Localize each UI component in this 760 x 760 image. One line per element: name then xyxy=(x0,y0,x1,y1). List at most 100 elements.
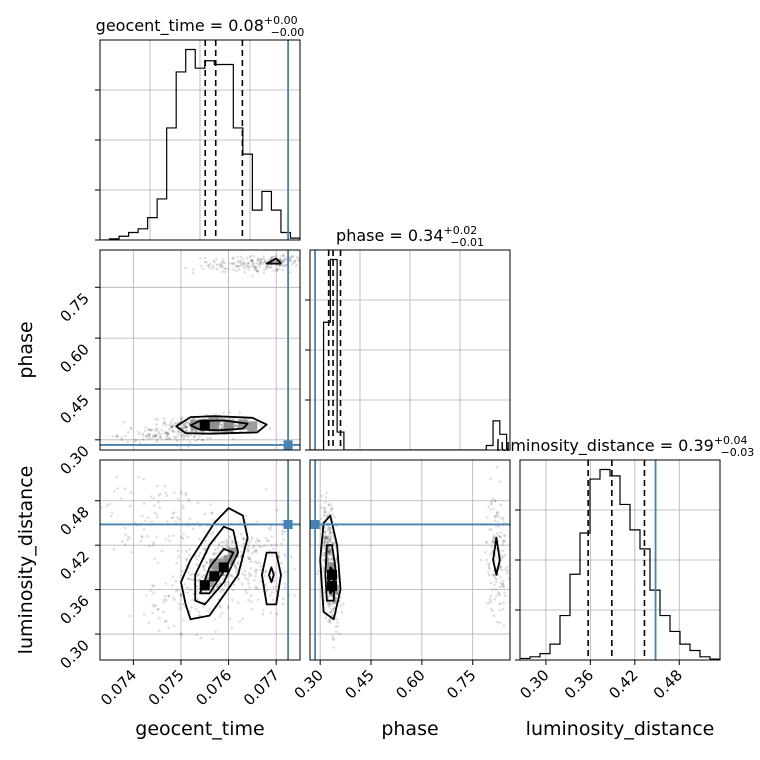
sample-point xyxy=(254,540,258,544)
sample-point xyxy=(203,574,206,577)
sample-point xyxy=(270,543,273,547)
sample-point xyxy=(171,426,174,429)
sample-point xyxy=(241,262,245,266)
sample-point xyxy=(485,558,488,562)
sample-point xyxy=(165,434,168,438)
sample-point xyxy=(244,514,248,518)
sample-point xyxy=(225,580,228,584)
sample-point xyxy=(328,550,331,553)
sample-point xyxy=(489,599,493,603)
sample-point xyxy=(331,614,334,617)
sample-point xyxy=(195,574,199,577)
sample-point xyxy=(327,605,330,608)
sample-point xyxy=(158,506,162,509)
sample-point xyxy=(242,537,245,540)
sample-point xyxy=(491,609,495,613)
sample-point xyxy=(324,496,328,499)
sample-point xyxy=(283,257,286,260)
title-lower-error: −0.00 xyxy=(271,26,305,39)
sample-point xyxy=(492,537,495,541)
sample-point xyxy=(143,429,147,432)
sample-point xyxy=(151,436,155,439)
sample-point xyxy=(166,437,169,441)
sample-point xyxy=(499,565,503,569)
sample-point xyxy=(252,550,256,554)
sample-point xyxy=(300,260,303,263)
sample-point xyxy=(325,537,329,540)
sample-point xyxy=(115,435,118,438)
sample-point xyxy=(147,433,151,437)
sample-point xyxy=(327,619,330,623)
sample-point xyxy=(283,586,287,589)
sample-point xyxy=(209,532,213,536)
sample-point xyxy=(184,493,188,497)
sample-point xyxy=(171,512,175,515)
sample-point xyxy=(243,261,247,264)
sample-point xyxy=(184,425,188,428)
sample-point xyxy=(324,500,327,504)
sample-point xyxy=(199,257,202,260)
sample-point xyxy=(181,423,185,427)
sample-point xyxy=(326,527,330,530)
sample-point xyxy=(237,577,240,580)
sample-point xyxy=(263,261,266,265)
sample-point xyxy=(202,574,205,577)
sample-point xyxy=(226,267,230,271)
sample-point xyxy=(187,499,191,503)
panel-plot-area xyxy=(520,460,720,660)
sample-point xyxy=(255,261,258,265)
sample-point xyxy=(165,494,169,498)
sample-point xyxy=(254,571,257,574)
sample-point xyxy=(237,268,241,271)
sample-point xyxy=(153,557,157,561)
sample-point xyxy=(490,539,494,543)
sample-point xyxy=(258,259,262,263)
sample-point xyxy=(211,264,215,267)
sample-point xyxy=(189,578,193,581)
sample-point xyxy=(257,263,261,266)
sample-point xyxy=(180,535,183,539)
sample-point xyxy=(252,544,256,548)
sample-point xyxy=(163,431,167,435)
sample-point xyxy=(301,260,304,263)
x-axis-label: luminosity_distance xyxy=(526,718,715,740)
sample-point xyxy=(180,417,184,421)
sample-point xyxy=(336,624,340,628)
sample-point xyxy=(250,607,254,611)
sample-point xyxy=(489,552,493,556)
sample-point xyxy=(126,535,130,538)
sample-point xyxy=(188,422,191,426)
sample-point xyxy=(211,552,215,556)
sample-point xyxy=(205,561,208,564)
sample-point xyxy=(255,568,259,572)
sample-point xyxy=(160,432,163,436)
sample-point xyxy=(244,263,248,267)
title-upper-error: +0.00 xyxy=(264,14,298,27)
sample-point xyxy=(501,582,505,586)
sample-point xyxy=(328,540,332,543)
sample-point xyxy=(167,626,170,630)
sample-point xyxy=(226,540,229,544)
sample-point xyxy=(152,434,156,438)
sample-point xyxy=(182,424,186,428)
sample-point xyxy=(171,584,174,587)
sample-point xyxy=(216,546,220,550)
panel-title: geocent_time = 0.08+0.00 −0.00 xyxy=(96,14,305,39)
sample-point xyxy=(157,430,161,434)
histogram-step xyxy=(520,468,720,660)
sample-point xyxy=(123,543,127,546)
sample-point xyxy=(163,598,166,602)
x-tick-label: 0.074 xyxy=(97,666,140,709)
sample-point xyxy=(140,536,144,539)
sample-point xyxy=(183,435,187,438)
sample-point xyxy=(492,507,495,511)
sample-point xyxy=(249,560,253,564)
sample-point xyxy=(330,557,333,561)
sample-point xyxy=(327,550,330,553)
sample-point xyxy=(185,422,188,425)
scatter-geocent_time-vs-phase: 0.30 0.45 0.60 0.75 phase xyxy=(15,249,304,478)
sample-point xyxy=(226,606,230,610)
sample-point xyxy=(183,427,187,430)
sample-point xyxy=(210,512,213,515)
sample-point xyxy=(493,573,496,577)
